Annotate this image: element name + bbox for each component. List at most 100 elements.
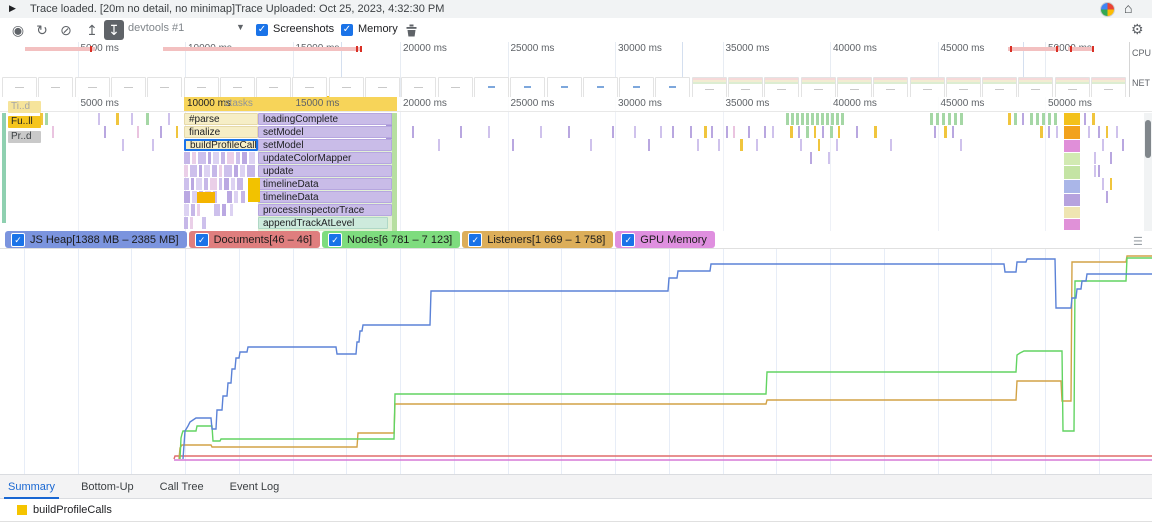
flame-scrollbar-thumb[interactable]	[1145, 120, 1151, 158]
flame-event-fragment[interactable]	[690, 126, 692, 138]
flame-event-fragment[interactable]	[836, 113, 839, 125]
screenshot-thumbnail[interactable]	[2, 77, 37, 98]
flame-track-chip[interactable]: Pr..d	[8, 131, 41, 143]
screenshot-thumbnail[interactable]	[546, 77, 582, 98]
screenshot-thumbnail[interactable]	[437, 77, 473, 98]
flame-event-fragment[interactable]	[801, 113, 804, 125]
screenshot-thumbnail[interactable]	[619, 77, 655, 98]
flame-event-fragment[interactable]	[786, 113, 789, 125]
flame-event-fragment[interactable]	[1092, 113, 1095, 125]
tab-bottom-up[interactable]: Bottom-Up	[81, 480, 134, 493]
flame-event-fragment[interactable]	[191, 204, 195, 216]
flame-event-fragment[interactable]	[810, 152, 812, 164]
flame-event-fragment[interactable]	[219, 165, 222, 177]
flame-event-fragment[interactable]	[841, 113, 844, 125]
flame-event-fragment[interactable]	[198, 152, 206, 164]
screenshot-thumbnail[interactable]	[473, 77, 509, 98]
flame-event-fragment[interactable]	[590, 139, 592, 151]
flame-event-fragment[interactable]	[412, 126, 414, 138]
flame-event-fragment[interactable]	[240, 165, 245, 177]
flame-event-fragment[interactable]	[764, 126, 766, 138]
screenshot-thumbnail[interactable]	[219, 77, 255, 98]
flame-event-fragment[interactable]	[184, 204, 189, 216]
expand-arrow-icon[interactable]: ▶	[9, 3, 16, 13]
flame-event-fragment[interactable]	[948, 113, 951, 125]
flame-event-fragment[interactable]	[52, 126, 54, 138]
flame-event[interactable]: setModel	[258, 126, 392, 138]
flame-event-fragment[interactable]	[1064, 153, 1080, 165]
flame-event[interactable]: setModel	[258, 139, 392, 151]
flame-event-fragment[interactable]	[1064, 180, 1080, 193]
flame-event-fragment[interactable]	[184, 152, 190, 164]
flame-event-fragment[interactable]	[740, 139, 743, 151]
legend-menu-icon[interactable]: ☰	[1133, 236, 1143, 248]
flame-event-fragment[interactable]	[1048, 113, 1051, 125]
flame-event-fragment[interactable]	[806, 126, 809, 138]
flame-event-fragment[interactable]	[836, 139, 838, 151]
flame-event[interactable]: updateColorMapper	[258, 152, 392, 164]
upload-trace-button[interactable]: ↥	[86, 22, 98, 38]
flame-event-fragment[interactable]	[227, 191, 232, 203]
flame-event-fragment[interactable]	[248, 178, 260, 202]
flame-event-fragment[interactable]	[798, 126, 800, 138]
flame-event-fragment[interactable]	[213, 191, 217, 203]
flame-event-fragment[interactable]	[104, 126, 106, 138]
screenshot-thumbnail[interactable]	[691, 77, 727, 98]
flame-event-fragment[interactable]	[1048, 126, 1050, 138]
flame-event[interactable]: finalize	[184, 126, 258, 138]
screenshot-thumbnail[interactable]	[982, 77, 1018, 98]
flame-event-fragment[interactable]	[568, 126, 570, 138]
flame-event-fragment[interactable]	[146, 113, 149, 125]
flame-event-fragment[interactable]	[818, 139, 820, 151]
flame-event-fragment[interactable]	[40, 113, 43, 125]
flame-event-fragment[interactable]	[222, 204, 226, 216]
flame-event-fragment[interactable]	[237, 178, 243, 190]
flame-event-fragment[interactable]	[1040, 126, 1043, 138]
tab-summary[interactable]: Summary	[3, 475, 60, 499]
memory-checkbox-label[interactable]: Memory	[358, 23, 398, 35]
flame-event-fragment[interactable]	[204, 178, 208, 190]
flame-event-fragment[interactable]	[1064, 194, 1080, 206]
flame-event-fragment[interactable]	[1102, 178, 1104, 190]
trace-file-select[interactable]: devtools #1	[128, 22, 185, 34]
screenshot-thumbnail[interactable]	[147, 77, 183, 98]
tab-call-tree[interactable]: Call Tree	[159, 480, 204, 493]
flame-event-fragment[interactable]	[1064, 207, 1080, 218]
settings-gear-icon[interactable]: ⚙	[1131, 21, 1144, 37]
flame-event-fragment[interactable]	[241, 191, 245, 203]
flame-event-fragment[interactable]	[1094, 152, 1096, 164]
flame-event-fragment[interactable]	[212, 165, 217, 177]
flame-event-fragment[interactable]	[210, 178, 217, 190]
flame-event-fragment[interactable]	[800, 139, 802, 151]
flame-event-fragment[interactable]	[830, 126, 833, 138]
flame-event-fragment[interactable]	[488, 126, 490, 138]
flame-event-fragment[interactable]	[1110, 152, 1112, 164]
counter-checkbox[interactable]: ✓	[328, 232, 343, 247]
counter-toggle[interactable]: ✓ JS Heap[1388 MB – 2385 MB]	[5, 231, 187, 248]
flame-event-fragment[interactable]	[213, 152, 219, 164]
flame-event-fragment[interactable]	[231, 178, 235, 190]
collect-garbage-icon[interactable]	[404, 23, 419, 38]
counter-toggle[interactable]: ✓ Listeners[1 669 – 1 758]	[462, 231, 614, 248]
flame-event-fragment[interactable]	[1098, 165, 1100, 177]
flame-event-fragment[interactable]	[952, 126, 954, 138]
screenshot-thumbnail[interactable]	[365, 77, 400, 98]
flame-event-fragment[interactable]	[234, 165, 238, 177]
flame-event-fragment[interactable]	[930, 113, 933, 125]
flame-event[interactable]: update	[258, 165, 392, 177]
screenshot-thumbnail[interactable]	[401, 77, 437, 98]
flame-event-fragment[interactable]	[756, 139, 758, 151]
flame-event-fragment[interactable]	[821, 113, 824, 125]
flame-event-fragment[interactable]	[811, 113, 814, 125]
flame-event-fragment[interactable]	[1088, 126, 1090, 138]
flame-event-fragment[interactable]	[1056, 126, 1058, 138]
profile-avatar[interactable]	[1100, 2, 1115, 17]
flame-event-fragment[interactable]	[540, 126, 542, 138]
flame-event-fragment[interactable]	[152, 139, 154, 151]
flame-event-fragment[interactable]	[230, 204, 233, 216]
flame-event-fragment[interactable]	[219, 178, 222, 190]
flame-event-fragment[interactable]	[1084, 113, 1086, 125]
counter-toggle[interactable]: ✓ Documents[46 – 46]	[188, 231, 321, 248]
counter-checkbox[interactable]: ✓	[11, 232, 25, 247]
flame-event-fragment[interactable]	[190, 165, 197, 177]
